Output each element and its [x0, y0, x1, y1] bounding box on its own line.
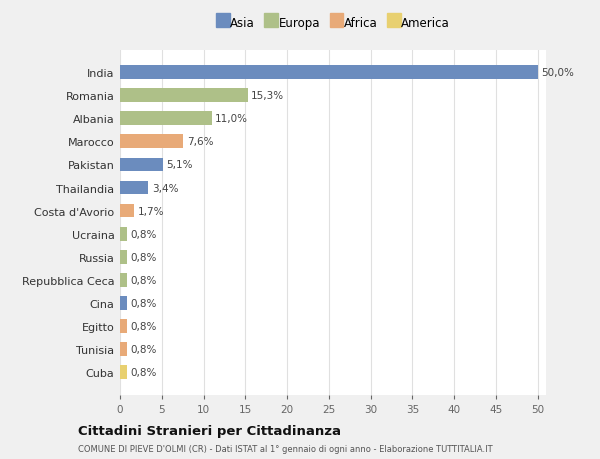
Bar [120, 227, 127, 241]
Text: 3,4%: 3,4% [152, 183, 178, 193]
Text: 0,8%: 0,8% [130, 367, 157, 377]
Bar [120, 342, 127, 356]
Bar [120, 319, 127, 333]
Bar [120, 273, 127, 287]
Bar [120, 135, 184, 149]
Text: 0,8%: 0,8% [130, 275, 157, 285]
Bar [120, 66, 538, 80]
Text: 50,0%: 50,0% [541, 68, 574, 78]
Bar [120, 89, 248, 103]
Text: 0,8%: 0,8% [130, 344, 157, 354]
Bar [120, 296, 127, 310]
Text: 0,8%: 0,8% [130, 229, 157, 239]
Text: 0,8%: 0,8% [130, 298, 157, 308]
Text: 15,3%: 15,3% [251, 91, 284, 101]
Text: Cittadini Stranieri per Cittadinanza: Cittadini Stranieri per Cittadinanza [78, 425, 341, 437]
Text: 0,8%: 0,8% [130, 321, 157, 331]
Text: 11,0%: 11,0% [215, 114, 248, 124]
Legend: Asia, Europa, Africa, America: Asia, Europa, Africa, America [214, 15, 452, 33]
Text: 7,6%: 7,6% [187, 137, 214, 147]
Text: 1,7%: 1,7% [137, 206, 164, 216]
Bar [120, 112, 212, 126]
Bar [120, 365, 127, 379]
Bar [120, 158, 163, 172]
Text: 5,1%: 5,1% [166, 160, 193, 170]
Text: COMUNE DI PIEVE D'OLMI (CR) - Dati ISTAT al 1° gennaio di ogni anno - Elaborazio: COMUNE DI PIEVE D'OLMI (CR) - Dati ISTAT… [78, 444, 493, 453]
Bar [120, 181, 148, 195]
Bar [120, 250, 127, 264]
Bar [120, 204, 134, 218]
Text: 0,8%: 0,8% [130, 252, 157, 262]
